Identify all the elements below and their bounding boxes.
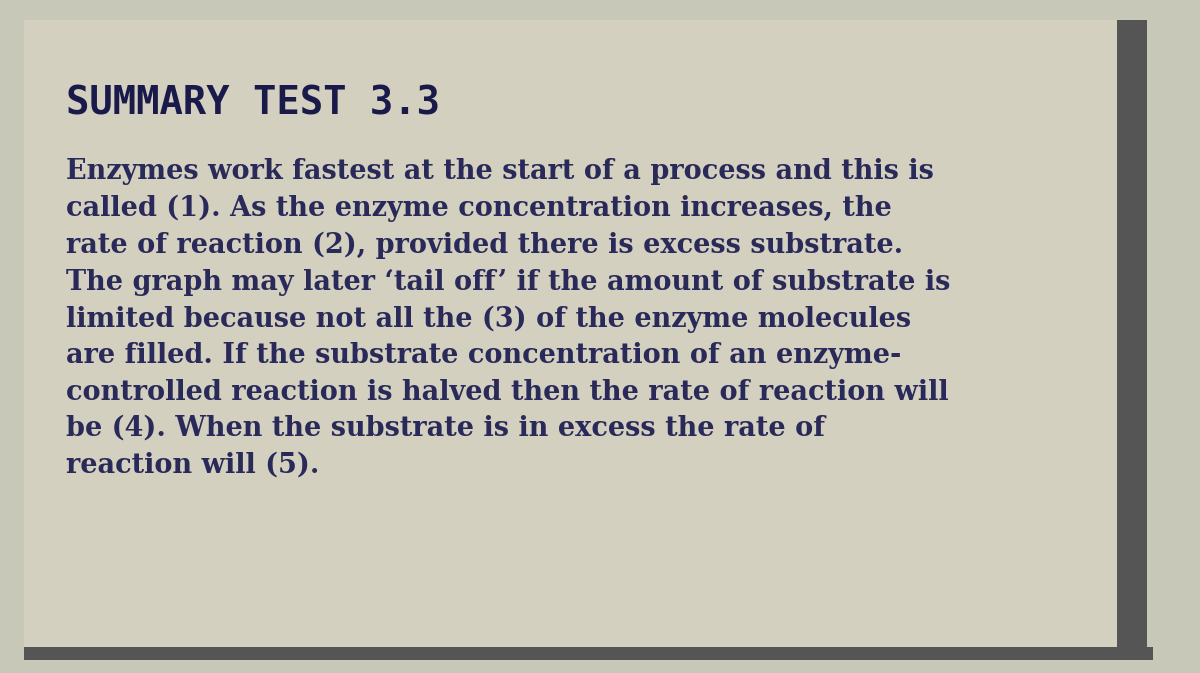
Bar <box>24 647 1153 660</box>
Text: SUMMARY TEST 3.3: SUMMARY TEST 3.3 <box>66 84 439 122</box>
Text: Enzymes work fastest at the start of a process and this is
called (1). As the en: Enzymes work fastest at the start of a p… <box>66 158 950 479</box>
FancyBboxPatch shape <box>24 20 1135 660</box>
Bar <box>1117 20 1147 660</box>
